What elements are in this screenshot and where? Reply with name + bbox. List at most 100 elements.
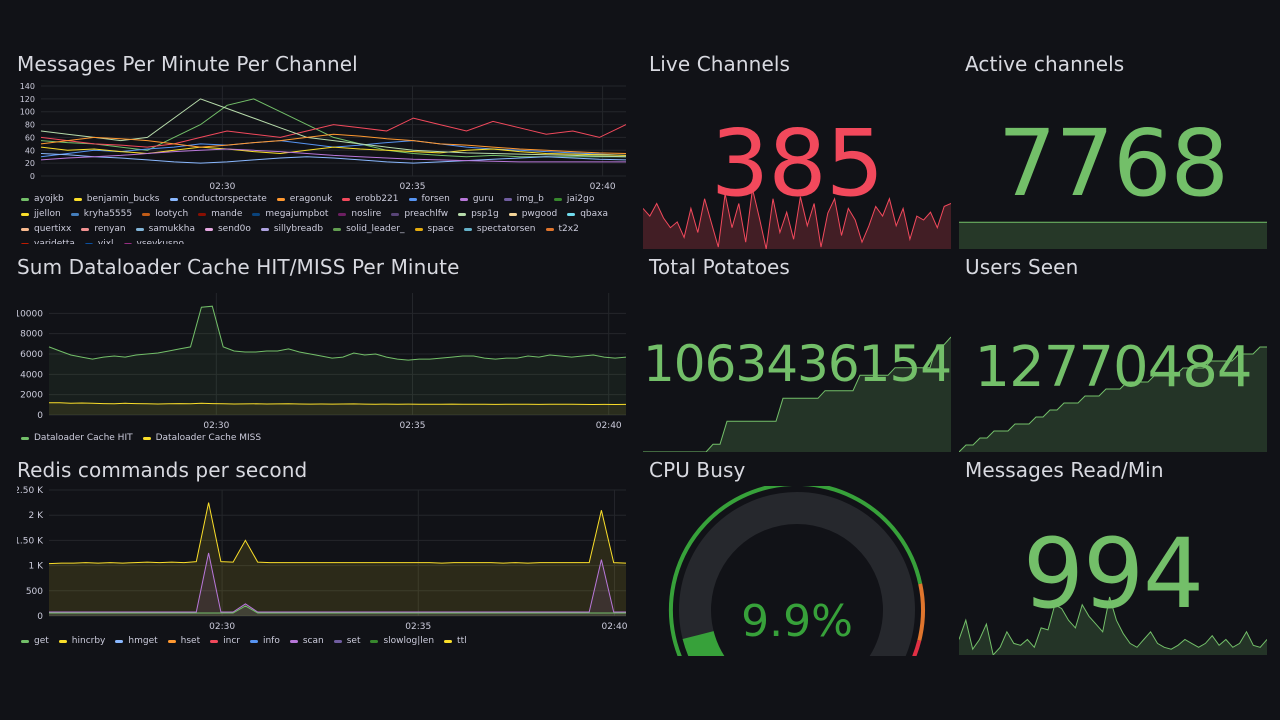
panel-title[interactable]: Redis commands per second [17, 458, 308, 482]
legend-item[interactable]: spectatorsen [463, 224, 536, 234]
panel-title[interactable]: CPU Busy [649, 458, 746, 482]
legend-item[interactable]: pwgood [508, 209, 557, 219]
legend-item[interactable]: ayojkb [21, 194, 64, 204]
legend-item[interactable]: set [333, 636, 360, 646]
legend-item[interactable]: jai2go [553, 194, 595, 204]
series-line[interactable] [40, 153, 627, 164]
legend-item[interactable]: sillybreadb [260, 224, 323, 234]
legend-item[interactable]: psp1g [458, 209, 499, 219]
legend-item[interactable]: Dataloader Cache HIT [21, 433, 133, 443]
gauge-track [679, 492, 915, 656]
y-tick-label: 500 [26, 587, 43, 597]
legend-item[interactable]: erobb221 [342, 194, 399, 204]
legend-item[interactable]: varidetta [21, 239, 75, 244]
legend-swatch [276, 197, 285, 201]
legend-item[interactable]: jjellon [21, 209, 61, 219]
panel-title[interactable]: Users Seen [965, 255, 1079, 279]
panel-title[interactable]: Messages Per Minute Per Channel [17, 52, 358, 76]
series-line[interactable] [48, 305, 627, 361]
legend-swatch [463, 227, 472, 231]
legend-item[interactable]: hincrby [58, 636, 105, 646]
series-line[interactable] [49, 605, 626, 614]
series-line[interactable] [49, 402, 627, 406]
x-tick-label: 02:30 [203, 421, 229, 431]
legend-swatch [21, 212, 29, 216]
legend-item[interactable]: guru [459, 194, 494, 204]
y-tick-label: 1 K [29, 562, 45, 572]
legend-item[interactable]: vsevkusno [123, 239, 184, 244]
legend-item[interactable]: forsen [408, 194, 450, 204]
legend-item[interactable]: renyan [81, 224, 126, 234]
panel-title[interactable]: Active channels [965, 52, 1125, 76]
sparkline-line [959, 596, 1267, 655]
messages-chart[interactable]: 0 20 40 60 80 100 120 140 02:30 02:35 02:40 [17, 80, 630, 192]
legend-item[interactable]: benjamin_bucks [73, 194, 160, 204]
legend-item[interactable]: kryha5555 [70, 209, 133, 219]
legend-label: noslire [351, 209, 382, 219]
legend-swatch [21, 227, 29, 231]
x-tick-label: 02:35 [405, 622, 431, 632]
legend-item[interactable]: get [21, 636, 49, 646]
legend-swatch [198, 212, 207, 216]
legend-swatch [115, 639, 124, 643]
legend-item[interactable]: img_b [503, 194, 544, 204]
gauge-threshold-ok [668, 486, 923, 656]
legend-swatch [21, 197, 29, 201]
legend-item[interactable]: megajumpbot [252, 209, 328, 219]
legend-swatch [508, 212, 517, 216]
series-line[interactable] [40, 117, 627, 148]
panel-title[interactable]: Messages Read/Min [965, 458, 1164, 482]
legend-label: t2x2 [558, 224, 579, 234]
legend-item[interactable]: Dataloader Cache MISS [142, 433, 261, 443]
series-line[interactable] [48, 502, 627, 565]
legend-item[interactable]: incr [210, 636, 240, 646]
panel-title[interactable]: Live Channels [649, 52, 791, 76]
series-line[interactable] [40, 146, 627, 156]
series-line[interactable] [40, 98, 626, 158]
y-tick-label: 0 [37, 612, 43, 622]
series-line[interactable] [40, 133, 627, 154]
legend-item[interactable]: vixl [84, 239, 114, 244]
legend-swatch [249, 639, 258, 643]
series-line[interactable] [40, 148, 626, 163]
legend-item[interactable]: info [249, 636, 280, 646]
legend-item[interactable]: lootych [142, 209, 188, 219]
legend-item[interactable]: scan [289, 636, 324, 646]
legend-label: forsen [421, 194, 450, 204]
legend-swatch [142, 436, 151, 440]
legend-swatch [408, 197, 417, 201]
legend-item[interactable]: samukkha [135, 224, 195, 234]
legend-item[interactable]: preachlfw [391, 209, 448, 219]
y-tick-label: 8000 [20, 330, 43, 340]
legend-label: jai2go [566, 194, 595, 204]
series-line[interactable] [49, 552, 626, 613]
legend-item[interactable]: ttl [444, 636, 467, 646]
legend-item[interactable]: hset [167, 636, 200, 646]
legend-item[interactable]: solid_leader_ [333, 224, 405, 234]
legend-item[interactable]: slowlog|len [370, 636, 434, 646]
dataloader-chart[interactable]: 0 2000 4000 6000 8000 10000 02:30 02:35 02:40 [17, 291, 630, 431]
legend-item[interactable]: space [414, 224, 454, 234]
panel-title[interactable]: Total Potatoes [649, 255, 790, 279]
panel-messages-per-minute: Messages Per Minute Per Channel 0 20 40 60 8… [17, 52, 630, 244]
x-tick-label: 02:35 [400, 421, 426, 431]
legend-item[interactable]: noslire [338, 209, 381, 219]
legend-item[interactable]: t2x2 [545, 224, 579, 234]
legend-item[interactable]: hmget [115, 636, 158, 646]
legend-item[interactable]: send0o [204, 224, 251, 234]
x-tick-label: 02:40 [596, 421, 622, 431]
panel-title[interactable]: Sum Dataloader Cache HIT/MISS Per Minute [17, 255, 460, 279]
messages-read-value: 994 [1022, 518, 1204, 630]
legend-swatch [414, 227, 423, 231]
redis-chart[interactable]: 0 500 1 K 1.50 K 2 K 2.50 K 02:30 02:35 02:40 [17, 484, 630, 632]
legend-item[interactable]: quertixx [21, 224, 71, 234]
panel-active-channels: Active channels 7768 [959, 52, 1267, 249]
legend-label: conductorspectate [182, 194, 267, 204]
legend-label: kryha5555 [83, 209, 133, 219]
series-line[interactable] [40, 98, 627, 158]
legend-item[interactable]: conductorspectate [169, 194, 267, 204]
legend-item[interactable]: mande [198, 209, 242, 219]
legend-item[interactable]: qbaxa [567, 209, 608, 219]
legend-label: incr [223, 636, 240, 646]
legend-item[interactable]: eragonuk [276, 194, 332, 204]
